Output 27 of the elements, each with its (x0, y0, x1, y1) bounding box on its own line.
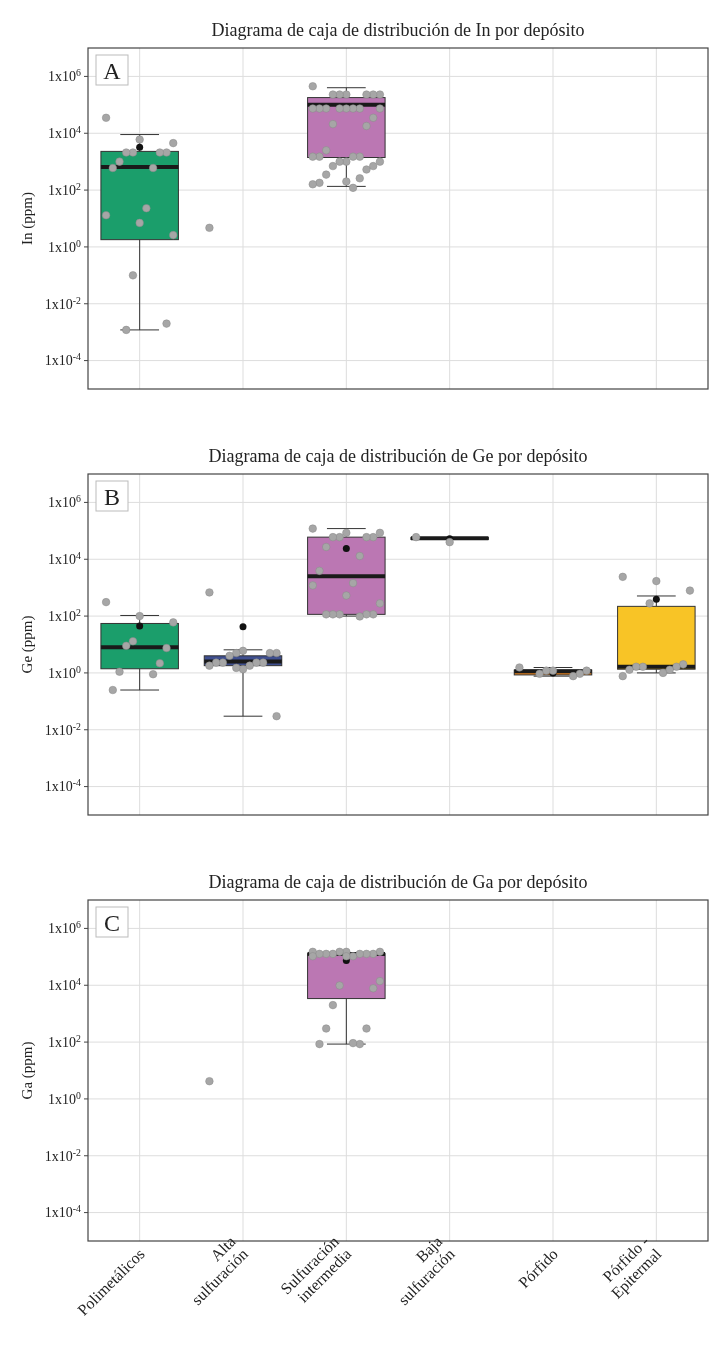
y-tick-label: 1x10$^{2}$ (48, 606, 82, 624)
y-tick-label: 1x10$^{2}$ (48, 180, 82, 198)
y-tick-label: 1x10$^{-4}$ (44, 350, 82, 369)
y-tick-label: 1x10$^{-2}$ (44, 294, 82, 312)
y-tick-label: 1x10$^{6}$ (48, 918, 82, 937)
y-tick-label: 1x10$^{4}$ (48, 549, 82, 568)
y-tick-label: 1x10$^{0}$ (48, 663, 82, 681)
y-tick-label: 1x10$^{-4}$ (44, 776, 82, 795)
annotation: A (103, 58, 122, 84)
y-tick-label: 1x10$^{6}$ (48, 66, 82, 85)
y-tick-label: 1x10$^{2}$ (48, 1032, 82, 1050)
annotation: C (103, 910, 121, 936)
y-axis-title: Ge (ppm) (19, 615, 36, 674)
annotation: B (103, 484, 121, 510)
chart-title: Diagrama de caja de distribución de Ga por depósito (208, 872, 588, 892)
chart-title: Diagrama de caja de distribución de In por depósito (211, 20, 585, 40)
y-tick-label: 1x10$^{4}$ (48, 975, 82, 994)
y-tick-label: 1x10$^{-4}$ (44, 1202, 82, 1221)
y-tick-label: 1x10$^{4}$ (48, 123, 82, 142)
y-axis-title: In (ppm) (19, 192, 36, 245)
y-tick-label: 1x10$^{-2}$ (44, 720, 82, 738)
y-tick-label: 1x10$^{0}$ (48, 1089, 82, 1107)
y-tick-label: 1x10$^{6}$ (48, 492, 82, 511)
chart-title: Diagrama de caja de distribución de Ge por depósito (208, 446, 588, 466)
y-tick-label: 1x10$^{0}$ (48, 237, 82, 255)
y-tick-label: 1x10$^{-2}$ (44, 1146, 82, 1164)
y-axis-title: Ga (ppm) (19, 1041, 36, 1100)
